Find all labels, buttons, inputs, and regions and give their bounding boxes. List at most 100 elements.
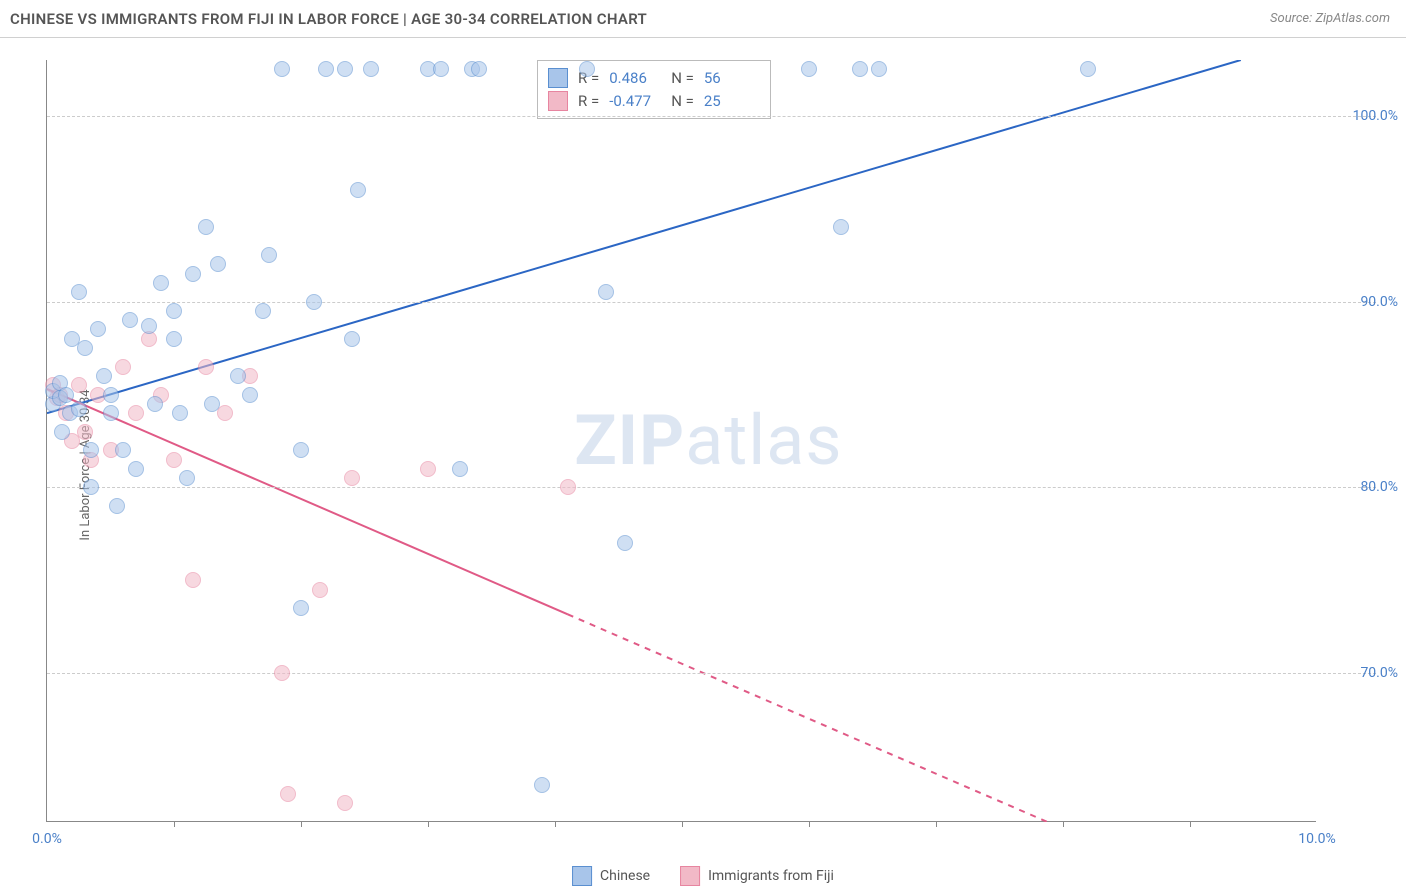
scatter-point-a [115, 442, 131, 458]
scatter-point-a [147, 396, 163, 412]
legend-item-a: Chinese [572, 866, 650, 886]
scatter-point-a [471, 61, 487, 77]
x-tick-mark [1190, 821, 1191, 827]
scatter-point-b [560, 479, 576, 495]
gridline-h [47, 116, 1376, 117]
legend-label-a: Chinese [600, 868, 650, 884]
bottom-legend: Chinese Immigrants from Fiji [572, 866, 834, 886]
scatter-point-a [54, 424, 70, 440]
scatter-point-a [71, 284, 87, 300]
scatter-point-a [579, 61, 595, 77]
legend-swatch-b [680, 866, 700, 886]
gridline-h [47, 487, 1376, 488]
scatter-point-a [83, 479, 99, 495]
scatter-point-b [420, 461, 436, 477]
scatter-point-a [77, 340, 93, 356]
x-tick-mark [1063, 821, 1064, 827]
scatter-point-a [598, 284, 614, 300]
source-prefix: Source: [1270, 11, 1315, 26]
x-tick-mark [809, 821, 810, 827]
scatter-point-a [318, 61, 334, 77]
x-tick-mark [428, 821, 429, 827]
x-tick-label-max: 10.0% [1298, 831, 1336, 847]
y-tick-label: 100.0% [1324, 108, 1398, 124]
source-attribution: Source: ZipAtlas.com [1270, 11, 1390, 26]
scatter-point-a [801, 61, 817, 77]
scatter-point-a [198, 219, 214, 235]
stats-legend: R = 0.486 N = 56 R = -0.477 N = 25 [537, 60, 771, 119]
scatter-point-b [312, 582, 328, 598]
n-label-a: N = [671, 67, 694, 90]
scatter-point-a [90, 321, 106, 337]
scatter-point-a [293, 442, 309, 458]
swatch-series-b [548, 91, 568, 111]
scatter-point-a [96, 368, 112, 384]
scatter-point-a [179, 470, 195, 486]
scatter-point-b [337, 795, 353, 811]
legend-label-b: Immigrants from Fiji [708, 868, 834, 884]
scatter-point-a [617, 535, 633, 551]
scatter-point-b [166, 452, 182, 468]
scatter-point-a [185, 266, 201, 282]
scatter-point-a [166, 331, 182, 347]
y-tick-label: 90.0% [1324, 294, 1398, 310]
scatter-point-b [274, 665, 290, 681]
x-tick-label-min: 0.0% [32, 831, 62, 847]
scatter-point-a [153, 275, 169, 291]
scatter-point-a [350, 182, 366, 198]
x-tick-mark [174, 821, 175, 827]
x-tick-mark [682, 821, 683, 827]
plot-region: ZIPatlas R = 0.486 N = 56 R = -0.477 N =… [46, 60, 1316, 822]
r-value-a: 0.486 [609, 67, 661, 90]
chart-area: In Labor Force | Age 30-34 ZIPatlas R = … [0, 38, 1406, 892]
scatter-point-a [141, 318, 157, 334]
scatter-point-a [833, 219, 849, 235]
r-label-b: R = [578, 90, 599, 113]
trend-lines-layer [47, 60, 1317, 822]
stats-row-b: R = -0.477 N = 25 [548, 90, 756, 113]
scatter-point-b [344, 470, 360, 486]
scatter-point-a [109, 498, 125, 514]
x-tick-mark [555, 821, 556, 827]
scatter-point-a [83, 442, 99, 458]
scatter-point-a [128, 461, 144, 477]
n-value-a: 56 [704, 67, 756, 90]
chart-title: CHINESE VS IMMIGRANTS FROM FIJI IN LABOR… [10, 10, 647, 28]
scatter-point-b [115, 359, 131, 375]
legend-item-b: Immigrants from Fiji [680, 866, 834, 886]
swatch-series-a [548, 68, 568, 88]
source-name: ZipAtlas.com [1315, 11, 1390, 26]
x-tick-mark [301, 821, 302, 827]
watermark: ZIPatlas [574, 400, 842, 482]
scatter-point-a [204, 396, 220, 412]
scatter-point-a [166, 303, 182, 319]
scatter-point-a [293, 600, 309, 616]
scatter-point-a [337, 61, 353, 77]
scatter-point-a [452, 461, 468, 477]
watermark-light: atlas [685, 400, 842, 482]
scatter-point-b [280, 786, 296, 802]
scatter-point-a [274, 61, 290, 77]
scatter-point-a [103, 405, 119, 421]
n-label-b: N = [671, 90, 694, 113]
r-value-b: -0.477 [609, 90, 661, 113]
gridline-h [47, 673, 1376, 674]
scatter-point-a [103, 387, 119, 403]
scatter-point-a [344, 331, 360, 347]
gridline-h [47, 302, 1376, 303]
scatter-point-a [242, 387, 258, 403]
scatter-point-a [534, 777, 550, 793]
trend-line [568, 614, 1241, 822]
scatter-point-a [363, 61, 379, 77]
scatter-point-a [230, 368, 246, 384]
scatter-point-a [210, 256, 226, 272]
y-tick-label: 70.0% [1324, 665, 1398, 681]
watermark-bold: ZIP [574, 400, 685, 482]
scatter-point-a [122, 312, 138, 328]
chart-header: CHINESE VS IMMIGRANTS FROM FIJI IN LABOR… [0, 0, 1406, 38]
scatter-point-b [128, 405, 144, 421]
scatter-point-b [185, 572, 201, 588]
scatter-point-b [77, 424, 93, 440]
scatter-point-b [198, 359, 214, 375]
trend-line [47, 389, 568, 614]
